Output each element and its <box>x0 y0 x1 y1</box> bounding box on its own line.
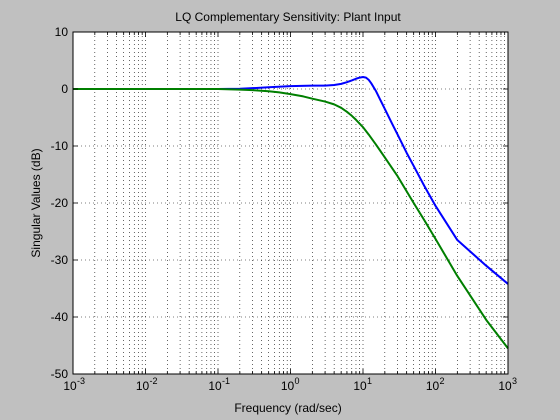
series-line-2 <box>73 88 509 349</box>
x-tick-label: 10 3 <box>498 376 517 393</box>
y-tick-label: -40 <box>51 310 69 324</box>
y-axis-label: Singular Values (dB) <box>29 148 43 257</box>
x-tick-exponent: -2 <box>150 376 158 386</box>
x-tick-label: 10 0 <box>281 376 300 393</box>
x-tick-label: 10 -3 <box>63 376 85 393</box>
x-tick-exponent: 1 <box>367 376 372 386</box>
series-lines <box>73 76 509 349</box>
x-axis-label: Frequency (rad/sec) <box>234 401 341 415</box>
y-tick-label: 0 <box>61 82 68 96</box>
x-tick-base: 10 <box>136 379 150 393</box>
x-tick-exponent: 2 <box>440 376 445 386</box>
x-tick-label: 10 -1 <box>208 376 230 393</box>
x-tick-base: 10 <box>426 379 440 393</box>
y-tick-label: -10 <box>51 139 69 153</box>
x-tick-exponent: 3 <box>512 376 517 386</box>
y-tick-label: -30 <box>51 253 69 267</box>
x-tick-base: 10 <box>353 379 367 393</box>
x-tick-base: 10 <box>63 379 77 393</box>
y-tick-labels: 10 0 -10 -20 -30 -40 -50 <box>51 25 69 381</box>
x-tick-exponent: -1 <box>222 376 230 386</box>
x-tick-label: 10 -2 <box>136 376 158 393</box>
x-tick-exponent: -3 <box>77 376 85 386</box>
x-tick-label: 10 2 <box>426 376 445 393</box>
x-tick-base: 10 <box>208 379 222 393</box>
x-tick-base: 10 <box>498 379 512 393</box>
tick-marks <box>72 31 509 375</box>
y-tick-label: 10 <box>55 25 69 39</box>
chart-title: LQ Complementary Sensitivity: Plant Inpu… <box>175 10 401 24</box>
x-tick-base: 10 <box>281 379 295 393</box>
x-tick-exponent: 0 <box>295 376 300 386</box>
y-tick-label: -50 <box>51 367 69 381</box>
plot-area <box>73 32 508 374</box>
y-tick-label: -20 <box>51 196 69 210</box>
x-tick-label: 10 1 <box>353 376 372 393</box>
x-tick-labels: 10 -3 10 -2 10 -1 10 0 10 1 10 2 10 3 <box>63 376 517 393</box>
series-line-1 <box>73 76 509 285</box>
